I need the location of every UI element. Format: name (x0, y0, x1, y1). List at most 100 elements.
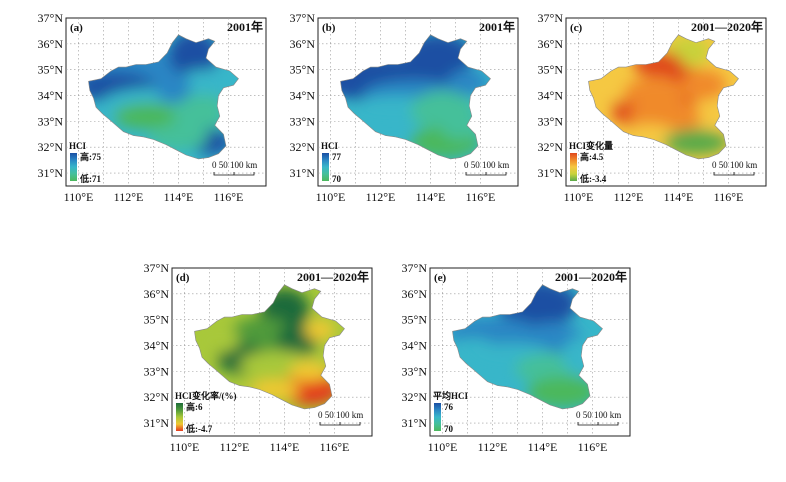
legend-high: 高:6 (186, 401, 203, 412)
lat-tick-label: 33°N (38, 114, 64, 128)
lat-tick-label: 34°N (144, 339, 170, 353)
lat-tick-label: 32°N (38, 140, 64, 154)
value-zone (194, 327, 240, 354)
scale-bar: 0 50 100 km (464, 160, 509, 176)
lat-tick-label: 37°N (538, 11, 564, 25)
panel-label: (d) (176, 272, 190, 284)
panel-label: (a) (70, 22, 83, 34)
lat-tick-label: 34°N (538, 89, 564, 103)
province-outline (340, 34, 491, 160)
lon-tick-label: 114°E (528, 440, 558, 454)
lat-tick-label: 36°N (144, 287, 170, 301)
legend-high: 76 (444, 402, 454, 412)
lat-tick-label: 31°N (538, 166, 564, 180)
scale-bar-label: 0 50 100 km (464, 160, 509, 170)
legend-low: 70 (444, 424, 454, 434)
lat-tick-label: 35°N (538, 63, 564, 77)
province-region (88, 34, 239, 159)
legend-color-bar (570, 153, 577, 181)
lat-tick-label: 33°N (538, 114, 564, 128)
lon-tick-label: 110°E (564, 190, 594, 204)
lon-tick-label: 116°E (714, 190, 744, 204)
map-panel-c: 31°N 32°N 33°N 34°N 35°N 36°N 37°N 110°E 112°E 11… (530, 8, 780, 220)
legend-color-bar (322, 153, 329, 181)
legend-title: HCI变化率/(%) (175, 390, 237, 401)
lon-tick-label: 112°E (114, 190, 144, 204)
map-svg: 31°N 32°N 33°N 34°N 35°N 36°N 37°N 110°E 112°E 11… (38, 11, 267, 204)
lat-tick-label: 31°N (402, 416, 428, 430)
lon-tick-label: 112°E (366, 190, 396, 204)
lat-tick-label: 37°N (38, 11, 64, 25)
panel-label: (e) (434, 272, 447, 284)
panel-title: 2001年 (479, 19, 515, 34)
value-zone (588, 77, 631, 104)
province-outline (452, 284, 603, 410)
lat-tick-label: 33°N (290, 114, 316, 128)
panel-label: (b) (322, 22, 336, 34)
value-zone (452, 337, 495, 359)
lat-tick-label: 37°N (402, 261, 428, 275)
legend-high: 77 (332, 152, 342, 162)
province-region (588, 34, 739, 159)
lat-tick-label: 34°N (290, 89, 316, 103)
map-panel-d: 31°N 32°N 33°N 34°N 35°N 36°N 37°N 110°E 112°E 11… (136, 258, 386, 470)
value-zone (156, 72, 191, 104)
value-zone (113, 103, 184, 130)
scale-bar: 0 50 100 km (712, 160, 757, 176)
legend: HCI变化率/(%)高:6 低:-4.7 (175, 390, 237, 434)
legend-color-bar (70, 153, 77, 181)
scale-bar: 0 50 100 km (318, 410, 363, 426)
map-panel-b: 31°N 32°N 33°N 34°N 35°N 36°N 37°N 110°E 112°E 11… (282, 8, 532, 220)
lon-tick-label: 110°E (316, 190, 346, 204)
legend-title: 平均HCI (433, 390, 469, 401)
legend-low: 低:71 (79, 173, 101, 184)
value-zone (304, 319, 335, 341)
lat-tick-label: 32°N (290, 140, 316, 154)
legend-title: HCI (69, 141, 87, 151)
panel-label: (c) (570, 22, 583, 34)
panel-title: 2001—2020年 (691, 19, 763, 34)
map-panel-a: 31°N 32°N 33°N 34°N 35°N 36°N 37°N 110°E 112°E 11… (30, 8, 280, 220)
lon-tick-label: 110°E (170, 440, 200, 454)
lon-tick-label: 114°E (164, 190, 194, 204)
value-zone (681, 69, 726, 101)
value-zone (663, 129, 729, 155)
lat-tick-label: 36°N (402, 287, 428, 301)
lat-tick-label: 31°N (144, 416, 170, 430)
lat-tick-label: 33°N (402, 364, 428, 378)
legend-high: 高:75 (80, 151, 101, 162)
lat-tick-label: 32°N (144, 390, 170, 404)
lat-tick-label: 37°N (290, 11, 316, 25)
legend-title: HCI (321, 141, 339, 151)
scale-bar-label: 0 50 100 km (212, 160, 257, 170)
lat-tick-label: 34°N (402, 339, 428, 353)
map-svg: 31°N 32°N 33°N 34°N 35°N 36°N 37°N 110°E 112°E 11… (402, 261, 631, 454)
lat-tick-label: 35°N (402, 313, 428, 327)
lat-tick-label: 36°N (538, 37, 564, 51)
lon-tick-label: 114°E (664, 190, 694, 204)
value-zone (279, 373, 340, 405)
scale-bar: 0 50 100 km (212, 160, 257, 176)
lat-tick-label: 35°N (38, 63, 64, 77)
province-outline (588, 34, 739, 160)
map-svg: 31°N 32°N 33°N 34°N 35°N 36°N 37°N 110°E 112°E 11… (538, 11, 767, 204)
lat-tick-label: 36°N (290, 37, 316, 51)
panel-title: 2001—2020年 (297, 269, 369, 284)
lon-tick-label: 114°E (416, 190, 446, 204)
province-region (340, 34, 491, 159)
map-svg: 31°N 32°N 33°N 34°N 35°N 36°N 37°N 110°E 112°E 11… (290, 11, 519, 204)
legend-color-bar (434, 403, 441, 431)
value-zone (289, 361, 330, 382)
lat-tick-label: 35°N (144, 313, 170, 327)
province-outline (194, 284, 345, 410)
lon-tick-label: 116°E (320, 440, 350, 454)
lat-tick-label: 31°N (290, 166, 316, 180)
lat-tick-label: 33°N (144, 364, 170, 378)
lat-tick-label: 31°N (38, 166, 64, 180)
legend-high: 高:4.5 (580, 151, 604, 162)
legend-low: 低:-4.7 (185, 423, 213, 434)
scale-bar-label: 0 50 100 km (712, 160, 757, 170)
